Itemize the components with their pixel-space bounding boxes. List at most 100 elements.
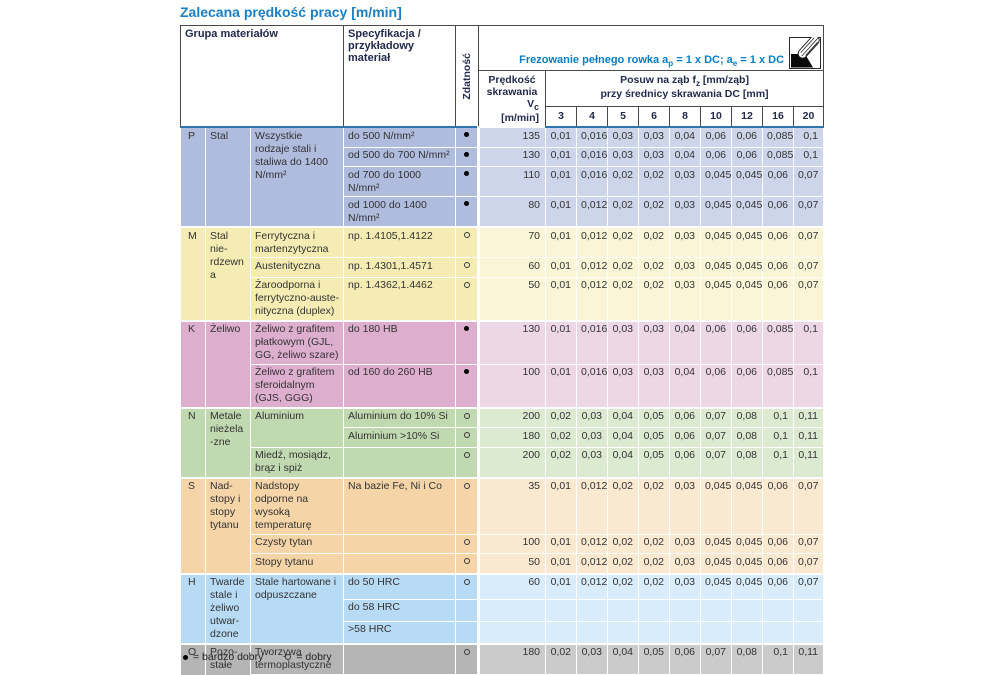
table-header: Grupa materiałów Specyfikacja / przykład… [179,25,825,129]
feed-value-cell: 0,07 [700,642,733,675]
spec-cell [343,642,457,675]
feed-value-cell: 0,06 [731,146,764,168]
feed-value-cell: 0,02 [607,553,640,575]
vc-cell: 60 [477,257,547,278]
suitability-label: Zdatność [461,52,474,100]
feed-value-cell [762,598,795,622]
material-group-cell: Metale nieżela-zne [205,406,251,479]
feed-value-cell: 0,07 [793,257,825,278]
feed-value-cell: 0,1 [762,446,795,479]
material-letter-cell: K [180,319,206,409]
feed-value-cell: 0,06 [731,319,764,365]
dc-column-header: 5 [607,105,640,129]
vc-subscript: c [534,102,540,113]
suitability-dot-open-icon [463,281,470,288]
material-letter-cell: M [180,226,206,322]
feed-value-cell: 0,06 [762,553,795,575]
suitability-cell [455,276,480,322]
vc-cell: 130 [477,146,547,168]
feed-value-cell: 0,045 [700,476,733,535]
spec-cell: Aluminium do 10% Si [343,406,457,429]
feed-value-cell: 0,07 [793,476,825,535]
feed-value-cell: 0,02 [607,533,640,555]
suitability-cell [455,126,480,148]
feed-value-cell: 0,05 [638,427,671,448]
feed-value-cell: 0,07 [700,427,733,448]
legend-item-very-good: = bardzo dobry [183,651,263,663]
feed-value-cell: 0,03 [669,226,702,259]
feed-value-cell: 0,08 [731,446,764,479]
feed-value-cell: 0,04 [669,146,702,168]
suitability-cell [455,146,480,168]
feed-value-cell: 0,045 [700,166,733,198]
suitability-dot-open-icon [463,232,470,239]
feed-value-cell: 0,045 [731,572,764,600]
header-suitability-column: Zdatność [455,25,480,129]
feed-value-cell: 0,08 [731,427,764,448]
operation-header-cell: Frezowanie pełnego rowka ap = 1 x DC; ae… [478,25,825,71]
feed-value-cell: 0,02 [638,166,671,198]
feed-value-cell: 0,012 [576,533,609,555]
suitability-cell [455,196,480,228]
suitability-dot-open-icon [463,648,470,655]
spec-cell: do 50 HRC [343,572,457,600]
feed-value-cell: 0,02 [638,276,671,322]
feed-line1: Posuw na ząb f [620,74,696,86]
feed-value-cell: 0,01 [545,363,578,409]
feed-value-cell: 0,02 [638,257,671,278]
feed-value-cell: 0,012 [576,196,609,228]
suitability-cell [455,553,480,575]
feed-value-cell: 0,01 [545,226,578,259]
suitability-dot-filled-icon [464,201,470,207]
feed-value-cell: 0,06 [762,196,795,228]
speed-line2: skrawania [486,86,538,98]
feed-value-cell: 0,06 [762,226,795,259]
feed-value-cell: 0,06 [669,406,702,429]
feed-value-cell: 0,11 [793,446,825,479]
suitability-dot-open-icon [463,412,470,419]
feed-value-cell: 0,06 [762,572,795,600]
suitability-cell [455,572,480,600]
header-group-column: Grupa materiałów [179,25,345,129]
legend-item-good: = dobry [285,651,332,663]
feed-value-cell: 0,1 [762,642,795,675]
feed-value-cell: 0,03 [638,363,671,409]
feed-value-cell: 0,03 [638,146,671,168]
feed-value-cell: 0,07 [793,553,825,575]
suitability-dot-open-icon [463,432,470,439]
spec-cell: od 500 do 700 N/mm² [343,146,457,168]
feed-value-cell: 0,06 [700,363,733,409]
feed-value-cell: 0,02 [545,427,578,448]
vc-unit: [m/min] [501,112,540,125]
material-letter-cell: P [180,126,206,228]
operation-caption: Frezowanie pełnego rowka ap = 1 x DC; ae… [519,54,784,69]
suitability-cell [455,427,480,448]
spec-cell: np. 1.4301,1.4571 [343,257,457,278]
feed-value-cell: 0,02 [638,476,671,535]
material-letter-cell: S [180,476,206,575]
spec-cell: do 500 N/mm² [343,126,457,148]
speed-line1: Prędkość [488,74,536,86]
open-dot-icon [285,654,292,660]
feed-value-cell: 0,06 [731,363,764,409]
feed-value-cell [700,620,733,645]
feed-value-cell: 0,1 [793,146,825,168]
suitability-dot-filled-icon [464,368,470,374]
spec-cell: do 180 HB [343,319,457,365]
suitability-cell [455,363,480,409]
feed-value-cell: 0,03 [669,276,702,322]
feed-value-cell: 0,03 [669,476,702,535]
feed-value-cell: 0,07 [793,572,825,600]
spec-cell: Aluminium >10% Si [343,427,457,448]
feed-value-cell: 0,06 [700,126,733,148]
feed-value-cell [669,598,702,622]
feed-value-cell: 0,03 [669,257,702,278]
feed-value-cell: 0,016 [576,363,609,409]
feed-value-cell [793,598,825,622]
feed-line2: przy średnicy skrawania DC [mm] [600,88,769,101]
feed-value-cell: 0,045 [731,226,764,259]
suitability-dot-filled-icon [464,151,470,157]
suitability-legend: = bardzo dobry = dobry [183,651,332,663]
feed-value-cell: 0,085 [762,363,795,409]
material-group-cell: Nad-stopy i stopy tytanu [205,476,251,575]
